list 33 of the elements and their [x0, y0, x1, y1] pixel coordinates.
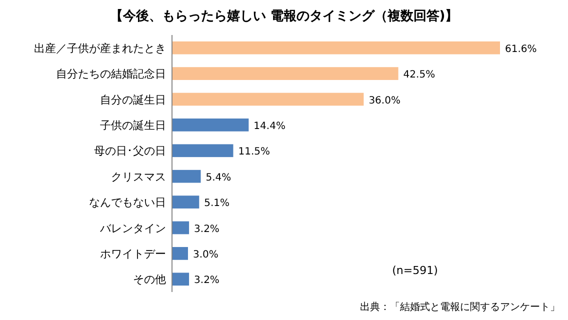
- y-tick-label: 子供の誕生日: [100, 118, 166, 132]
- data-label: 3.0%: [192, 249, 218, 260]
- bar: [172, 67, 398, 80]
- source-note: 出典：「結婚式と電報に関するアンケート」: [360, 301, 560, 313]
- data-label: 11.5%: [238, 146, 270, 158]
- bar: [172, 118, 249, 132]
- y-tick-label: 自分の誕生日: [100, 93, 166, 106]
- y-tick-label: 出産／子供が産まれたとき: [34, 42, 166, 55]
- y-tick-label: クリスマス: [111, 170, 166, 184]
- bar: [172, 170, 201, 183]
- data-label: 5.1%: [204, 198, 230, 210]
- bar: [172, 144, 234, 158]
- annotation: (n=591): [392, 264, 438, 277]
- bar: [172, 221, 190, 234]
- y-tick-label: なんでもない日: [89, 196, 166, 210]
- data-label: 14.4%: [254, 120, 286, 132]
- y-tick-label: バレンタイン: [99, 222, 166, 235]
- chart-title: 【今後、もらったら嬉しい 電報のタイミング（複数回答)】: [110, 8, 458, 24]
- data-label: 36.0%: [368, 95, 400, 106]
- bar: [172, 247, 188, 260]
- data-label: 3.2%: [194, 275, 220, 286]
- bar: [172, 272, 190, 286]
- data-label: 42.5%: [403, 70, 436, 81]
- y-tick-label: 母の日･父の日: [94, 144, 166, 158]
- data-label: 61.6%: [505, 44, 537, 55]
- bar: [172, 92, 364, 106]
- data-label: 5.4%: [206, 172, 232, 184]
- data-label: 3.2%: [194, 224, 220, 235]
- y-tick-label: その他: [133, 273, 166, 286]
- bar: [172, 41, 500, 54]
- y-tick-label: 自分たちの結婚記念日: [56, 68, 166, 81]
- bar: [172, 196, 200, 208]
- y-tick-label: ホワイトデー: [100, 247, 166, 260]
